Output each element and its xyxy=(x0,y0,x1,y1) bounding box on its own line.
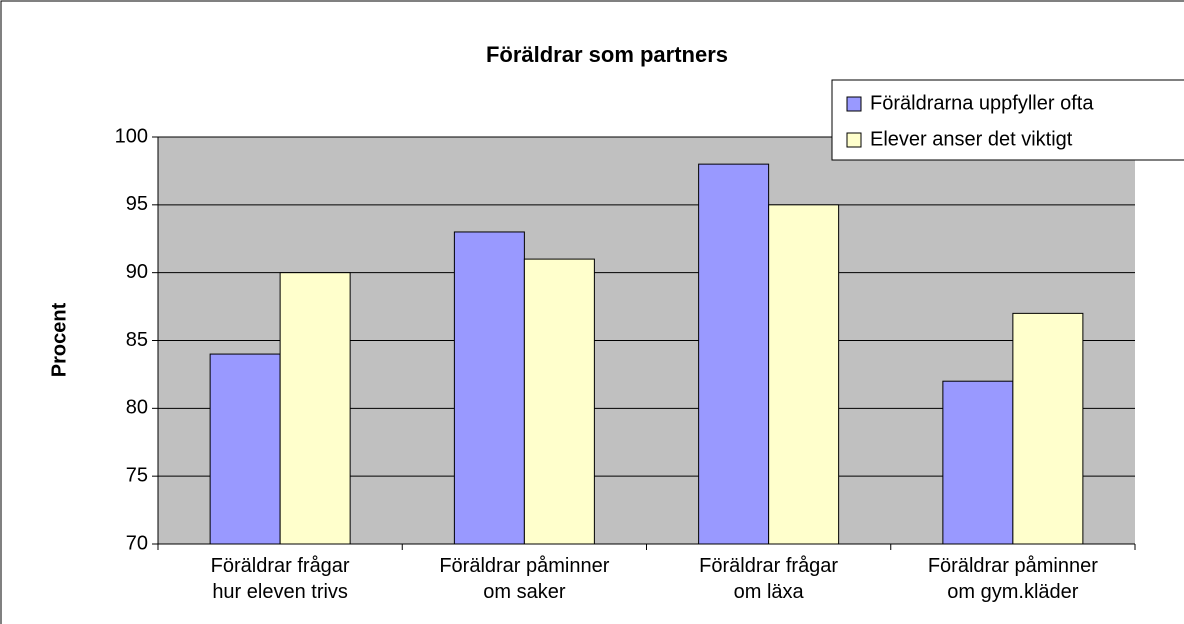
legend-label: Föräldrarna uppfyller ofta xyxy=(870,92,1094,114)
bar xyxy=(942,380,1014,545)
bar xyxy=(453,231,525,545)
y-tick-label: 95 xyxy=(126,193,148,215)
y-tick-label: 80 xyxy=(126,397,148,419)
x-tick-label: Föräldrar påminner om saker xyxy=(439,555,610,603)
legend-label: Elever anser det viktigt xyxy=(870,128,1073,150)
chart-title: Föräldrar som partners xyxy=(486,42,728,67)
y-tick-label: 90 xyxy=(126,261,148,283)
bar xyxy=(523,258,595,545)
bar xyxy=(1012,312,1084,545)
y-tick-label: 75 xyxy=(126,464,148,486)
legend-box xyxy=(831,79,1184,161)
x-tick-label: Föräldrar frågar om läxa xyxy=(699,555,839,603)
x-tick-label: Föräldrar påminner om gym.kläder xyxy=(927,555,1098,603)
legend-swatch xyxy=(846,132,862,148)
x-tick-label: Föräldrar frågar hur eleven trivs xyxy=(210,555,350,603)
bar xyxy=(209,353,281,545)
y-tick-label: 85 xyxy=(126,329,148,351)
y-tick-label: 100 xyxy=(115,125,148,147)
y-tick-label: 70 xyxy=(126,532,148,554)
bar xyxy=(279,272,351,545)
legend-swatch xyxy=(846,96,862,112)
y-axis-label: Procent xyxy=(48,302,70,377)
bar xyxy=(768,204,840,545)
bar xyxy=(698,163,770,545)
